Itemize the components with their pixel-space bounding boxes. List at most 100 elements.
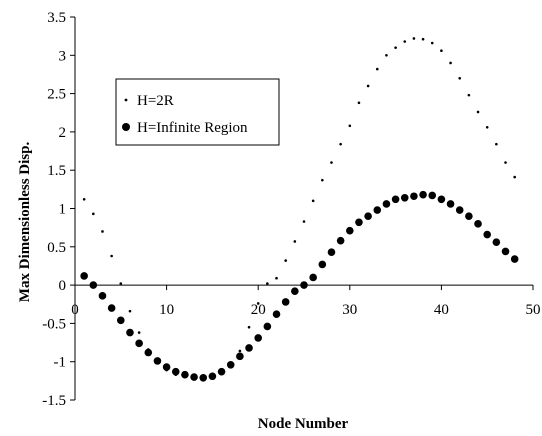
y-axis-ticks: -1.5 -1 -0.5 0 0.5 1 1.5 2 2.5 3 3.5 [42,10,75,409]
legend: H=2R H=Infinite Region [115,78,280,146]
infinite-point [98,292,107,300]
h2r-point [284,259,287,262]
h2r-point [467,93,471,97]
infinite-point [410,192,418,201]
h2r-point [330,161,333,164]
legend-label-h2r: H=2R [137,93,174,109]
infinite-point [346,226,354,235]
infinite-point [419,190,427,199]
h2r-point [421,37,425,41]
x-tick-label: 20 [251,302,266,318]
infinite-point [336,236,345,245]
h2r-point [137,331,141,334]
infinite-point [263,322,272,331]
infinite-point [199,373,208,382]
infinite-point [437,195,446,204]
infinite-point [181,370,189,379]
y-tick-label: 3.5 [47,10,66,26]
h2r-point [476,110,480,114]
infinite-point [89,281,98,289]
h2r-point [403,40,407,43]
h2r-point [366,84,370,88]
h2r-point [293,240,297,243]
x-tick-label: 30 [342,302,357,318]
infinite-point [144,348,153,357]
x-axis-ticks: 0 10 20 30 40 50 [71,285,541,318]
infinite-point [272,310,281,319]
infinite-point [126,328,134,337]
infinite-point [400,193,409,202]
legend-label-infinite: H=Infinite Region [137,120,248,136]
infinite-point [107,304,116,312]
infinite-point [318,260,327,269]
infinite-point [300,281,308,289]
y-tick-label: -1.5 [42,393,66,409]
h2r-point [348,124,352,128]
h2r-point [375,67,379,71]
infinite-point [428,191,437,200]
infinite-point [291,287,299,296]
infinite-point [382,200,391,208]
infinite-point [364,212,372,220]
y-tick-label: 1 [59,202,67,218]
infinite-point [501,247,510,256]
h2r-point [357,101,361,105]
h2r-point [92,212,95,216]
infinite-point [117,316,125,325]
h2r-point [458,76,462,80]
infinite-point [492,238,501,247]
infinite-point [245,344,253,352]
h2r-point [119,282,123,285]
h2r-point [128,309,132,313]
infinite-point [254,334,262,342]
infinite-point [355,218,363,227]
series-layer [80,37,519,382]
h2r-point [449,61,452,65]
legend-marker-h2r [124,98,128,102]
infinite-point [162,363,171,371]
h2r-point [394,46,397,49]
infinite-point [171,367,180,376]
infinite-point [217,367,226,376]
h2r-point [339,142,342,146]
h2r-point [238,349,242,353]
h2r-point [495,142,498,146]
infinite-point [483,230,492,239]
infinite-point [474,220,482,228]
h2r-point [412,37,416,40]
y-tick-label: 0 [59,278,67,294]
h2r-point [101,230,104,233]
h2r-point [321,178,324,182]
y-tick-label: 2 [59,125,67,141]
infinite-point [208,372,217,381]
legend-box [115,78,280,146]
h2r-point [504,161,507,164]
x-tick-label: 10 [159,302,174,318]
infinite-point [153,357,162,365]
infinite-point [510,255,519,263]
infinite-point [80,272,88,280]
y-tick-label: -0.5 [42,316,66,332]
h2r-point [256,302,260,305]
y-tick-label: 3 [59,48,67,64]
x-tick-label: 50 [526,302,541,318]
legend-marker-infinite [122,123,130,131]
h2r-point [266,282,269,285]
infinite-point [309,273,317,282]
plot-area [74,17,533,400]
h2r-point [110,254,113,258]
series-infinite [80,190,519,382]
infinite-point [391,195,400,204]
y-axis-title: Max Dimensionless Disp. [17,142,33,303]
h2r-point [385,54,388,57]
x-tick-label: 0 [71,302,79,318]
infinite-point [236,352,244,361]
h2r-point [513,175,516,179]
h2r-point [247,325,251,329]
infinite-point [327,248,336,256]
h2r-point [430,41,434,45]
infinite-point [465,212,473,220]
x-tick-label: 40 [434,302,449,318]
y-tick-label: 0.5 [47,240,66,256]
h2r-point [302,220,306,223]
